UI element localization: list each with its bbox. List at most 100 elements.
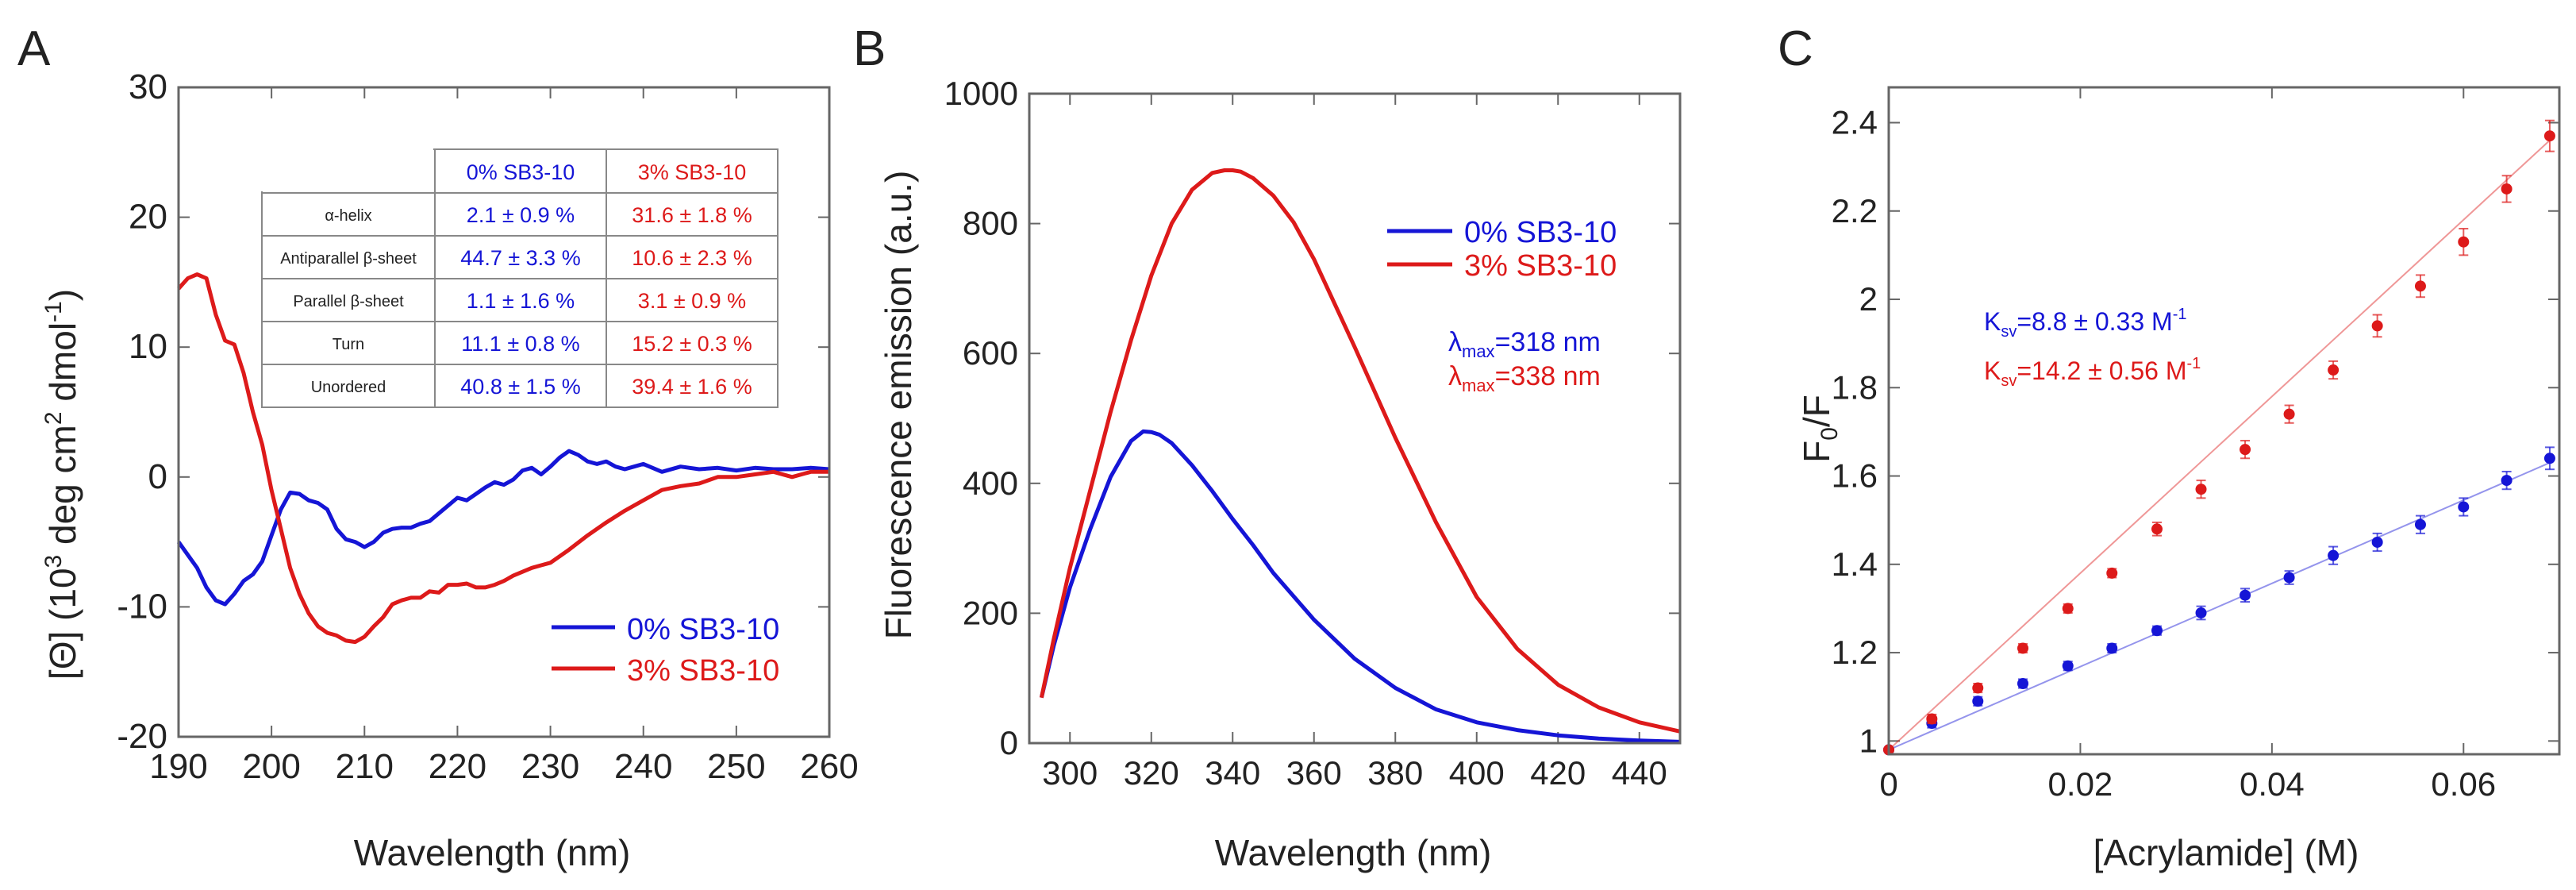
- table-cell-blue: 1.1 ± 1.6 %: [467, 289, 575, 313]
- y-tick-label: -20: [117, 717, 167, 756]
- panel-a-frame: [177, 86, 831, 738]
- data-point: [2062, 603, 2074, 615]
- series-line-0-sb3-10: [176, 449, 830, 607]
- panel-c-frame: [1887, 86, 2561, 756]
- ylabel-sup: 2: [40, 411, 67, 425]
- panel-b-series: [1039, 168, 1681, 744]
- data-point: [2328, 549, 2340, 561]
- y-tick-label: 2.2: [1832, 192, 1878, 229]
- x-tick-label: 400: [1449, 754, 1505, 792]
- table-row-label: Turn: [333, 336, 364, 353]
- x-tick-label: 0.02: [2048, 765, 2113, 803]
- y-tick-label: 400: [963, 464, 1018, 502]
- x-tick-label: 230: [521, 747, 579, 786]
- y-tick-label: 1.8: [1832, 368, 1878, 406]
- lambda-subscript: max: [1462, 341, 1495, 361]
- lambda-subscript: max: [1462, 376, 1495, 395]
- fit-line: [1888, 140, 2551, 751]
- table-cell-red: 31.6 ± 1.8 %: [632, 203, 752, 227]
- table-cell-red: 15.2 ± 0.3 %: [632, 332, 752, 356]
- panel-c-x-axis-label: [Acrylamide] (M): [2093, 832, 2359, 873]
- panel-a-label: A: [17, 21, 51, 76]
- x-tick-label: 0.06: [2431, 765, 2496, 803]
- lambda-max-3pct: λmax=338 nm: [1448, 361, 1601, 395]
- structure-table: 0% SB3-10 3% SB3-10 α-helix 2.1 ± 0.9 % …: [258, 145, 779, 408]
- x-tick-label: 300: [1042, 754, 1098, 792]
- series-line-0-sb3-10: [1039, 429, 1681, 744]
- data-point: [2414, 518, 2426, 530]
- y-tick-label: -10: [117, 587, 167, 626]
- legend-label-0pct: 0% SB3-10: [627, 613, 779, 646]
- ksv-3pct: Ksv=14.2 ± 0.56 M-1: [1984, 355, 2201, 390]
- ylabel-sub: 0: [1817, 427, 1843, 441]
- data-point: [2062, 660, 2074, 672]
- panel-c-ticks: 0 0.02 0.04 0.06 1 1.2 1.4 1.6 1.8 2 2.2 2.4: [1832, 87, 2559, 803]
- lambda-max-0pct: λmax=318 nm: [1448, 327, 1601, 361]
- x-tick-label: 220: [429, 747, 486, 786]
- data-point: [2543, 130, 2555, 142]
- x-tick-label: 0.04: [2240, 765, 2305, 803]
- legend-label-3pct: 3% SB3-10: [1464, 249, 1617, 283]
- panel-b-frame: [1028, 92, 1682, 745]
- ksv-0pct: Ksv=8.8 ± 0.33 M-1: [1984, 306, 2186, 341]
- legend-label-3pct: 3% SB3-10: [627, 654, 779, 688]
- panel-c: C F0/F [Acrylamide] (M) 0 0.02 0.04 0.0611.…: [1778, 21, 2561, 873]
- data-point: [2458, 236, 2470, 248]
- ksv-subscript: sv: [2001, 372, 2017, 390]
- panel-a-legend: 0% SB3-10 3% SB3-10: [552, 613, 779, 688]
- x-tick-label: 200: [242, 747, 300, 786]
- x-tick-label: 190: [149, 747, 207, 786]
- table-row-label: Unordered: [311, 379, 386, 396]
- lambda-value: =318 nm: [1495, 327, 1601, 357]
- data-point: [2106, 567, 2118, 579]
- table-cell-red: 10.6 ± 2.3 %: [632, 246, 752, 270]
- ksv-subscript: sv: [2001, 323, 2017, 341]
- data-point: [1926, 713, 1938, 725]
- legend-label-0pct: 0% SB3-10: [1464, 216, 1617, 249]
- data-point: [2195, 607, 2207, 618]
- table-header-0pct: 0% SB3-10: [467, 160, 575, 184]
- panel-a-y-axis-label: [Θ] (103 deg cm2 dmol-1): [40, 289, 83, 680]
- y-tick-label: 800: [963, 205, 1018, 242]
- data-point: [1972, 695, 1984, 707]
- panel-a-ticks: 190 200 210 220 230 240 250 260 -20 -10 0 10 20 30: [117, 67, 858, 786]
- panel-a-x-axis-label: Wavelength (nm): [354, 832, 631, 873]
- data-point: [2195, 484, 2207, 495]
- series-line-3-sb3-10: [1039, 168, 1681, 734]
- table-cell-red: 3.1 ± 0.9 %: [638, 289, 746, 313]
- panel-c-y-axis-label: F0/F: [1796, 395, 1843, 463]
- data-point: [2371, 320, 2383, 332]
- ylabel-part: deg cm: [42, 425, 83, 555]
- panel-b-x-axis-label: Wavelength (nm): [1215, 832, 1492, 873]
- data-point: [2240, 444, 2251, 456]
- x-tick-label: 0: [1879, 765, 1897, 803]
- table-header-3pct: 3% SB3-10: [638, 160, 747, 184]
- y-tick-label: 1000: [944, 75, 1018, 112]
- panel-a: A [Θ] (103 deg cm2 dmol-1) Wavelength (n…: [17, 21, 859, 873]
- y-tick-label: 2: [1859, 280, 1878, 318]
- ksv-sup: -1: [2173, 306, 2187, 323]
- ylabel-part: ): [42, 289, 83, 301]
- data-point: [2501, 183, 2513, 195]
- panel-b-y-axis-label: Fluorescence emission (a.u.): [878, 171, 919, 640]
- ksv-symbol: K: [1984, 356, 2001, 385]
- y-tick-label: 0: [148, 457, 167, 496]
- panel-c-label: C: [1778, 21, 1813, 76]
- y-tick-label: 0: [1000, 724, 1018, 761]
- data-point: [2458, 501, 2470, 513]
- x-tick-label: 320: [1124, 754, 1179, 792]
- data-point: [2414, 280, 2426, 292]
- ylabel-part: F: [1796, 441, 1837, 463]
- x-tick-label: 260: [800, 747, 858, 786]
- x-tick-label: 210: [336, 747, 394, 786]
- y-tick-label: 30: [129, 67, 167, 106]
- y-tick-label: 1.4: [1832, 545, 1878, 583]
- data-point: [2328, 364, 2340, 376]
- table-cell-blue: 2.1 ± 0.9 %: [467, 203, 575, 227]
- y-tick-label: 1.2: [1832, 634, 1878, 671]
- ksv-value: =8.8 ± 0.33 M: [2017, 307, 2172, 336]
- panel-b-ticks: 300 320 340 360 380 400 420 440 0 200 400 600 800 100…: [944, 75, 1680, 792]
- data-point: [2371, 536, 2383, 548]
- x-tick-label: 340: [1205, 754, 1260, 792]
- data-point: [2017, 642, 2028, 654]
